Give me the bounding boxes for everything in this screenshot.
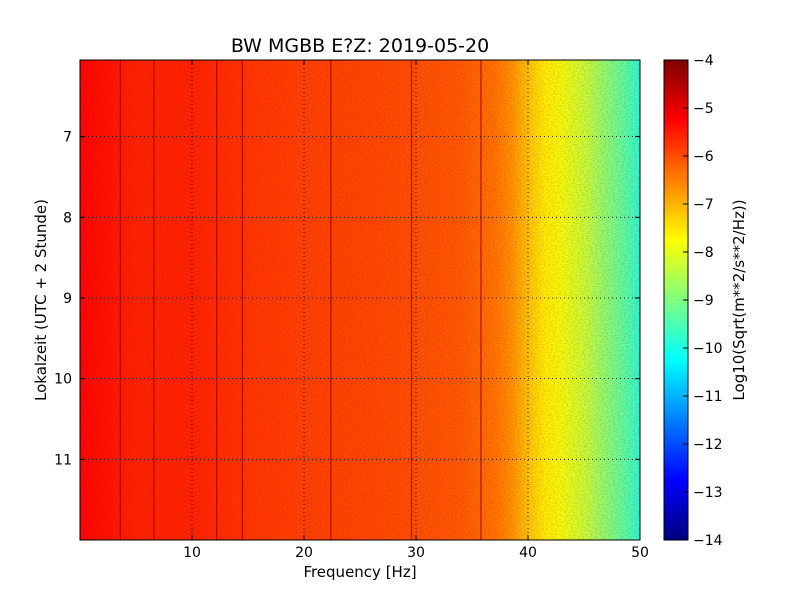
colorbar-ticks: −4 −5 −6 −7 −8 −9 −10 −11 −12 −13 −14	[683, 53, 723, 549]
y-tick-label: 11	[54, 452, 72, 468]
y-tick-label: 7	[63, 130, 72, 146]
y-tick-label: 10	[54, 372, 72, 388]
x-axis-ticks: 10 20 30 40 50	[183, 60, 649, 561]
plot-frame	[79, 59, 641, 541]
plot-area	[80, 60, 640, 540]
heatmap-texture	[80, 60, 640, 540]
x-axis-label: Frequency [Hz]	[303, 563, 416, 581]
y-axis-label: Lokalzeit (UTC + 2 Stunde)	[32, 199, 50, 401]
grid-lines	[80, 60, 640, 540]
y-axis-ticks: 7 8 9 10 11	[54, 130, 640, 468]
colorbar-tick-label: −10	[693, 341, 723, 357]
colorbar-tick-label: −9	[693, 293, 714, 309]
colorbar-tick-label: −5	[693, 101, 714, 117]
x-tick-label: 20	[295, 545, 313, 561]
colorbar-tick-label: −7	[693, 197, 714, 213]
y-tick-label: 9	[63, 291, 72, 307]
x-tick-label: 50	[631, 545, 649, 561]
colorbar-tick-label: −14	[693, 533, 723, 549]
colorbar-tick-label: −11	[693, 389, 723, 405]
y-tick-label: 8	[63, 210, 72, 226]
persistent-lines	[119, 60, 482, 540]
colorbar-tick-label: −6	[693, 149, 714, 165]
colorbar-tick-label: −8	[693, 245, 714, 261]
colorbar-tick-label: −13	[693, 485, 723, 501]
x-tick-label: 40	[519, 545, 537, 561]
colorbar-label: Log10(Sqrt(m**2/s**2/Hz))	[730, 199, 748, 400]
colorbar-tick-label: −4	[693, 53, 714, 69]
x-tick-label: 10	[183, 545, 201, 561]
x-tick-label: 30	[407, 545, 425, 561]
chart-title: BW MGBB E?Z: 2019-05-20	[231, 35, 489, 57]
colorbar-tick-label: −12	[693, 437, 723, 453]
